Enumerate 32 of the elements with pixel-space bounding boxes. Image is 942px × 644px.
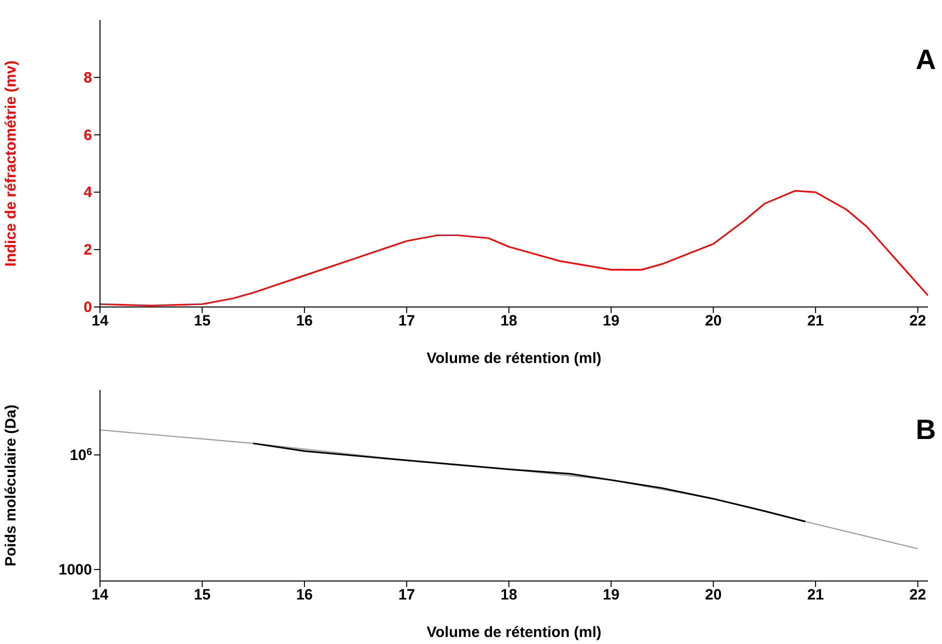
x-tick-label: 14 bbox=[92, 312, 109, 330]
y-tick-label: 1000 bbox=[58, 562, 92, 578]
x-tick-label: 15 bbox=[194, 312, 211, 330]
annotation: B bbox=[916, 414, 936, 446]
y-axis-title: Indice de réfractométrie (mv) bbox=[2, 60, 20, 266]
x-tick-label: 18 bbox=[500, 586, 518, 604]
x-tick-label: 16 bbox=[296, 312, 313, 330]
x-tick-label: 22 bbox=[909, 312, 926, 330]
x-tick-label: 22 bbox=[909, 586, 926, 604]
x-tick-label: 15 bbox=[194, 586, 211, 604]
x-tick-label: 16 bbox=[296, 586, 313, 604]
y-tick-label: 4 bbox=[84, 184, 93, 202]
x-tick-label: 21 bbox=[807, 312, 824, 330]
x-tick-label: 21 bbox=[807, 586, 824, 604]
x-tick-label: 17 bbox=[398, 312, 416, 330]
annotation: A bbox=[916, 44, 936, 76]
y-tick-label: 6 bbox=[84, 126, 92, 144]
y-axis-title: Poids moléculaire (Da) bbox=[2, 404, 20, 566]
y-tick-label: 10$^{6}$ bbox=[70, 446, 92, 464]
y-tick-label: 2 bbox=[84, 242, 92, 259]
x-tick-label: 17 bbox=[398, 586, 416, 604]
x-axis-title: Volume de rétention (ml) bbox=[426, 624, 602, 641]
x-tick-label: 14 bbox=[92, 586, 109, 604]
x-axis-title: Volume de rétention (ml) bbox=[426, 350, 602, 367]
y-tick-label: 8 bbox=[84, 69, 92, 86]
x-tick-label: 19 bbox=[602, 312, 620, 330]
x-tick-label: 20 bbox=[704, 312, 722, 330]
x-tick-label: 19 bbox=[602, 586, 620, 604]
y-tick-label: 0 bbox=[84, 299, 92, 316]
line-series bbox=[252, 442, 806, 522]
x-tick-label: 18 bbox=[500, 312, 518, 330]
x-tick-label: 20 bbox=[704, 586, 722, 604]
